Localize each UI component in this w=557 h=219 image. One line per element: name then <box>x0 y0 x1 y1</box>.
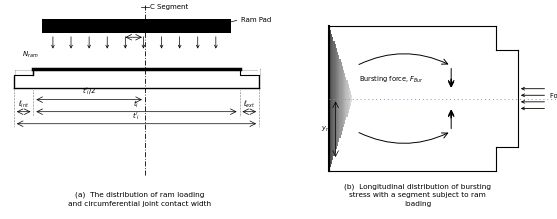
Bar <box>343 70 344 127</box>
Bar <box>336 48 337 149</box>
Text: (a)  The distribution of ram loading
and circumferential joint contact width: (a) The distribution of ram loading and … <box>68 192 211 207</box>
Bar <box>341 66 343 131</box>
Text: Bursting force, $F_{Bur}$: Bursting force, $F_{Bur}$ <box>359 75 424 85</box>
Text: (b)  Longitudinal distribution of bursting
stress with a segment subject to ram
: (b) Longitudinal distribution of burstin… <box>344 184 491 207</box>
Bar <box>337 51 338 146</box>
Bar <box>345 77 346 120</box>
Bar <box>335 44 336 153</box>
Bar <box>350 91 351 106</box>
Bar <box>331 34 332 164</box>
Text: C Segment: C Segment <box>150 4 189 10</box>
Bar <box>42 19 231 33</box>
Text: $t'_i$: $t'_i$ <box>133 111 140 122</box>
Text: Ram Pad: Ram Pad <box>241 17 271 23</box>
Bar <box>351 95 353 102</box>
Text: $\ell_{ext}$: $\ell_{ext}$ <box>243 99 256 110</box>
Text: $t_i$: $t_i$ <box>134 99 139 110</box>
Bar <box>346 80 348 117</box>
Bar <box>340 62 342 135</box>
Text: e': e' <box>128 28 134 34</box>
Bar <box>332 37 334 160</box>
Bar <box>333 41 335 156</box>
Bar <box>349 88 350 109</box>
Text: $\ell_{int}$: $\ell_{int}$ <box>18 99 29 110</box>
Bar <box>339 59 340 138</box>
Bar <box>344 73 345 124</box>
Bar <box>329 26 330 171</box>
Bar <box>348 84 349 113</box>
Bar <box>330 30 331 167</box>
Bar <box>338 55 339 142</box>
Text: $t'_i / 2$: $t'_i / 2$ <box>82 86 96 97</box>
Text: $N_{ram}$: $N_{ram}$ <box>22 50 39 60</box>
Text: $y_n$: $y_n$ <box>321 125 330 134</box>
Text: Force, P: Force, P <box>550 93 557 99</box>
